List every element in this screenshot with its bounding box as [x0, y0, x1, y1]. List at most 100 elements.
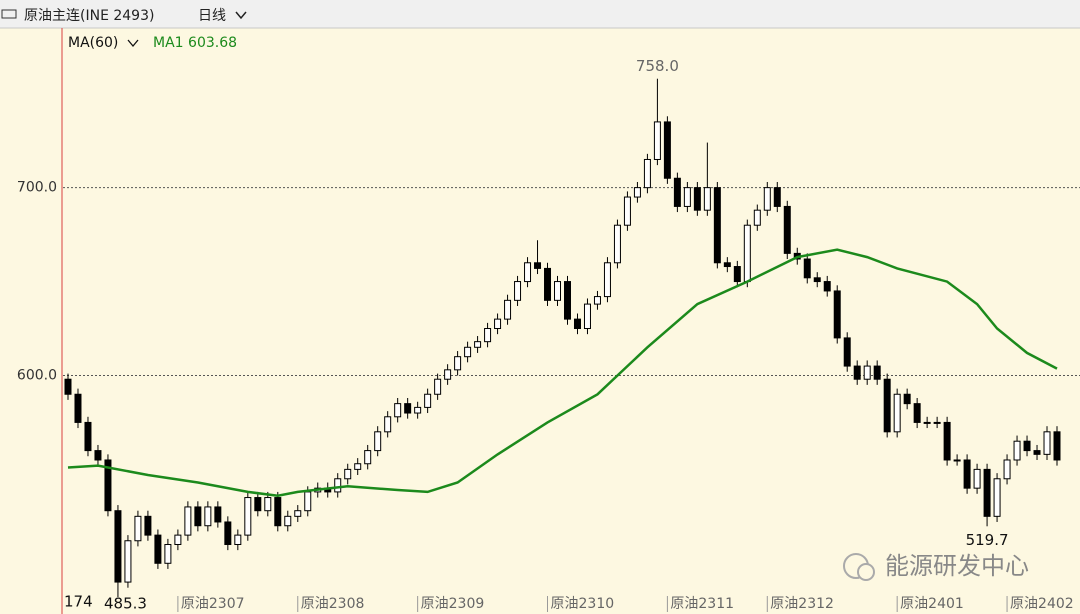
candle-body — [234, 534, 242, 546]
ma-last-value: 603.68 — [188, 35, 237, 51]
candle-body — [344, 468, 352, 480]
candle-body — [813, 277, 821, 283]
candle-body — [64, 378, 72, 395]
candle-body — [504, 299, 512, 320]
candle-body — [284, 515, 292, 527]
toolbar-icon — [1, 9, 17, 19]
candle-body — [444, 369, 452, 380]
x-tick-label: 原油2401 — [900, 596, 964, 612]
period[interactable]: 日线 — [198, 8, 226, 24]
candle-body — [973, 468, 981, 489]
candle-body — [394, 403, 402, 418]
candle-body — [174, 534, 182, 546]
candle-body — [903, 393, 911, 405]
candle-body — [753, 209, 761, 226]
candle-body — [354, 463, 362, 470]
candle-body — [144, 515, 152, 536]
period-chevron[interactable] — [235, 11, 247, 20]
candle-body — [983, 468, 991, 517]
candle-body — [713, 187, 721, 264]
candle-body — [1053, 431, 1061, 461]
candle-body — [404, 403, 412, 414]
candle-body — [124, 540, 132, 583]
candle-body — [554, 281, 562, 301]
candle-body — [454, 356, 462, 371]
candle-body — [683, 187, 691, 207]
candle-body — [514, 281, 522, 301]
candle-body — [723, 262, 731, 268]
candle-body — [733, 266, 741, 283]
candle-body — [693, 187, 701, 211]
candle-body — [534, 262, 542, 269]
candle-body — [474, 341, 482, 348]
indicator-chevron[interactable] — [127, 39, 139, 48]
indicator-name[interactable]: MA(60) — [68, 35, 118, 51]
candle-body — [84, 421, 92, 452]
candle-body — [703, 187, 711, 211]
candle-body — [1023, 440, 1031, 452]
candle-body — [164, 544, 172, 564]
candle-body — [224, 521, 232, 546]
ma-name: MA1 — [153, 35, 184, 51]
candle-body — [154, 534, 162, 564]
candle-body — [863, 365, 871, 380]
candle-body — [643, 158, 651, 189]
candle-body — [104, 459, 112, 512]
candle-body — [374, 431, 382, 452]
candle-body — [424, 393, 432, 408]
candle-body — [933, 421, 941, 424]
candle-body — [114, 510, 122, 583]
toolbar — [0, 0, 1080, 28]
x-tick-label: 原油2308 — [301, 596, 365, 612]
candle-body — [1003, 459, 1011, 480]
candle-body — [833, 290, 841, 339]
x-tick-label: 原油2307 — [181, 596, 245, 612]
candle-body — [194, 506, 202, 527]
candle-body — [893, 393, 901, 433]
candle-body — [613, 224, 621, 264]
x-tick-label: 原油2402 — [1010, 596, 1074, 612]
candle-body — [134, 515, 142, 542]
candle-body — [414, 406, 422, 414]
candle-body — [913, 403, 921, 423]
candle-body — [204, 506, 212, 527]
candle-body — [1013, 440, 1021, 461]
candle-body — [304, 491, 312, 512]
candle-body — [484, 328, 492, 343]
candle-body — [963, 459, 971, 489]
candle-body — [823, 281, 831, 292]
candle-body — [953, 459, 961, 462]
candle-body — [274, 497, 282, 527]
candle-body — [783, 205, 791, 254]
candle-body — [244, 497, 252, 536]
candle-body — [563, 281, 571, 320]
candle-body — [1043, 431, 1051, 455]
candle-body — [663, 121, 671, 179]
corner-label: 485.3 — [104, 595, 147, 613]
candle-body — [464, 346, 472, 358]
watermark-icon — [857, 563, 875, 581]
candle-body — [743, 224, 751, 283]
candle-body — [883, 378, 891, 433]
candle-body — [773, 187, 781, 207]
candle-body — [943, 421, 951, 461]
extreme-label: 519.7 — [966, 531, 1009, 549]
candle-body — [993, 478, 1001, 517]
candle-body — [923, 421, 931, 424]
candle-body — [494, 318, 502, 330]
candle-body — [364, 450, 372, 465]
candle-body — [593, 296, 601, 305]
candle-body — [633, 187, 641, 198]
x-tick-label: 原油2312 — [770, 596, 834, 612]
candle-body — [673, 177, 681, 207]
y-tick-label: 600.0 — [17, 367, 57, 383]
instrument-title[interactable]: 原油主连(INE 2493) — [24, 8, 154, 24]
candle-body — [873, 365, 881, 380]
candle-body — [853, 365, 861, 380]
candle-body — [254, 497, 262, 512]
candle-body — [524, 262, 532, 283]
candle-body — [94, 450, 102, 461]
candle-body — [214, 506, 222, 523]
candle-body — [603, 262, 611, 298]
